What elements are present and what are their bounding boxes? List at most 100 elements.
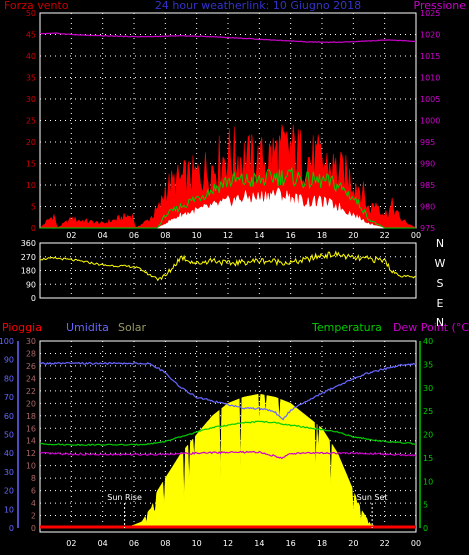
direction-y-tick-label: 0: [31, 294, 36, 303]
x-tick-label: 18: [317, 539, 327, 548]
compass-label: W: [435, 257, 446, 270]
legend-temperature: Temperatura: [311, 321, 382, 334]
humidity-y-tick-label: 10: [4, 505, 14, 514]
x-tick-label: 12: [223, 539, 233, 548]
humidity-line: [39, 361, 416, 421]
temp-y-tick-label: 10: [423, 477, 433, 486]
rain-y-tick-label: 12: [26, 449, 36, 458]
rain-y-tick-label: 30: [26, 337, 36, 346]
wind-y-tick-label: 0: [31, 224, 36, 233]
pressure-y-tick-label: 985: [420, 181, 435, 190]
wind-y-tick-label: 5: [31, 203, 36, 212]
x-tick-label: 08: [160, 231, 170, 240]
temp-y-tick-label: 40: [423, 337, 433, 346]
wind-y-tick-label: 40: [26, 52, 36, 61]
x-tick-label: 16: [286, 231, 296, 240]
rain-y-tick-label: 0: [31, 524, 36, 533]
rain-y-tick-label: 6: [31, 487, 36, 496]
direction-y-tick-label: 360: [21, 239, 36, 248]
x-tick-label: 02: [66, 539, 76, 548]
rain-y-tick-label: 8: [31, 474, 36, 483]
wind-y-tick-label: 50: [26, 9, 36, 18]
humidity-y-tick-label: 50: [4, 431, 14, 440]
x-tick-label: 18: [317, 231, 327, 240]
x-tick-label: 06: [129, 231, 139, 240]
compass-label: N: [436, 316, 444, 329]
sun-rise-label: Sun Rise: [107, 493, 142, 502]
rain-y-tick-label: 22: [26, 387, 36, 396]
pressure-line: [39, 32, 417, 44]
humidity-y-tick-label: 90: [4, 356, 14, 365]
pressure-y-tick-label: 995: [420, 138, 435, 147]
x-tick-label: 08: [160, 539, 170, 548]
x-tick-label: 12: [223, 231, 233, 240]
rain-y-tick-label: 14: [26, 437, 36, 446]
pressure-axis-label: Pressione: [414, 0, 467, 12]
pressure-y-tick-label: 990: [420, 160, 435, 169]
pressure-y-tick-label: 1015: [420, 52, 440, 61]
pressure-y-tick-label: 1000: [420, 117, 440, 126]
temp-y-tick-label: 5: [423, 501, 428, 510]
direction-y-tick-label: 270: [21, 253, 36, 262]
x-tick-label: 20: [348, 231, 358, 240]
pressure-y-tick-label: 980: [420, 203, 435, 212]
humidity-y-tick-label: 70: [4, 393, 14, 402]
temp-y-tick-label: 20: [423, 431, 433, 440]
compass-label: E: [437, 297, 444, 310]
dew-point-line: [39, 450, 417, 460]
x-tick-label: 14: [254, 231, 264, 240]
compass-label: S: [437, 277, 444, 290]
rain-y-tick-label: 26: [26, 362, 36, 371]
direction-panel-frame: [39, 242, 417, 299]
temp-y-tick-label: 35: [423, 360, 433, 369]
rain-y-tick-label: 10: [26, 462, 36, 471]
humidity-y-tick-label: 40: [4, 449, 14, 458]
rain-y-tick-label: 20: [26, 399, 36, 408]
rain-y-tick-label: 18: [26, 412, 36, 421]
x-tick-label: 04: [98, 231, 108, 240]
rain-y-tick-label: 4: [31, 499, 36, 508]
x-tick-label: 10: [192, 539, 202, 548]
legend-humidity: Umidita: [66, 321, 109, 334]
humidity-y-tick-label: 30: [4, 468, 14, 477]
x-tick-label: 22: [380, 231, 390, 240]
pressure-y-tick-label: 1020: [420, 31, 440, 40]
pressure-y-tick-label: 1005: [420, 95, 440, 104]
wind-y-tick-label: 30: [26, 95, 36, 104]
direction-y-tick-label: 90: [26, 280, 36, 289]
humidity-y-tick-label: 0: [9, 524, 14, 533]
chart-title: 24 hour weatherlink: 10 Giugno 2018: [155, 0, 361, 12]
temp-y-tick-label: 30: [423, 384, 433, 393]
temperature-line: [39, 420, 417, 447]
pressure-y-tick-label: 1010: [420, 74, 440, 83]
tick-labels-layer: 0510152025303540455097598098599099510001…: [0, 9, 446, 548]
x-tick-label: 04: [98, 539, 108, 548]
temp-y-tick-label: 15: [423, 454, 433, 463]
rain-y-tick-label: 2: [31, 512, 36, 521]
pressure-y-tick-label: 1025: [420, 9, 440, 18]
humidity-y-tick-label: 20: [4, 487, 14, 496]
humidity-y-tick-label: 80: [4, 374, 14, 383]
temp-y-tick-label: 0: [423, 524, 428, 533]
wind-axis-label: Forza vento: [4, 0, 69, 12]
solar-area: [40, 393, 416, 529]
x-tick-label: 06: [129, 539, 139, 548]
marks-layer: [39, 32, 417, 529]
rain-y-tick-label: 16: [26, 424, 36, 433]
wind-avg-line: [40, 167, 416, 229]
wind-y-tick-label: 20: [26, 138, 36, 147]
wind-y-tick-label: 45: [26, 31, 36, 40]
humidity-y-tick-label: 60: [4, 412, 14, 421]
legend-dew-point: Dew Point (°C): [393, 321, 469, 334]
legend-solar: Solar: [118, 321, 147, 334]
direction-y-tick-label: 180: [21, 267, 36, 276]
legend-rain: Pioggia: [2, 321, 42, 334]
x-tick-label: 22: [380, 539, 390, 548]
x-tick-label: 00: [411, 231, 421, 240]
compass-label: N: [436, 237, 444, 250]
wind-gust-area: [39, 124, 417, 229]
x-tick-label: 20: [348, 539, 358, 548]
wind-y-tick-label: 15: [26, 160, 36, 169]
wind-y-tick-label: 10: [26, 181, 36, 190]
